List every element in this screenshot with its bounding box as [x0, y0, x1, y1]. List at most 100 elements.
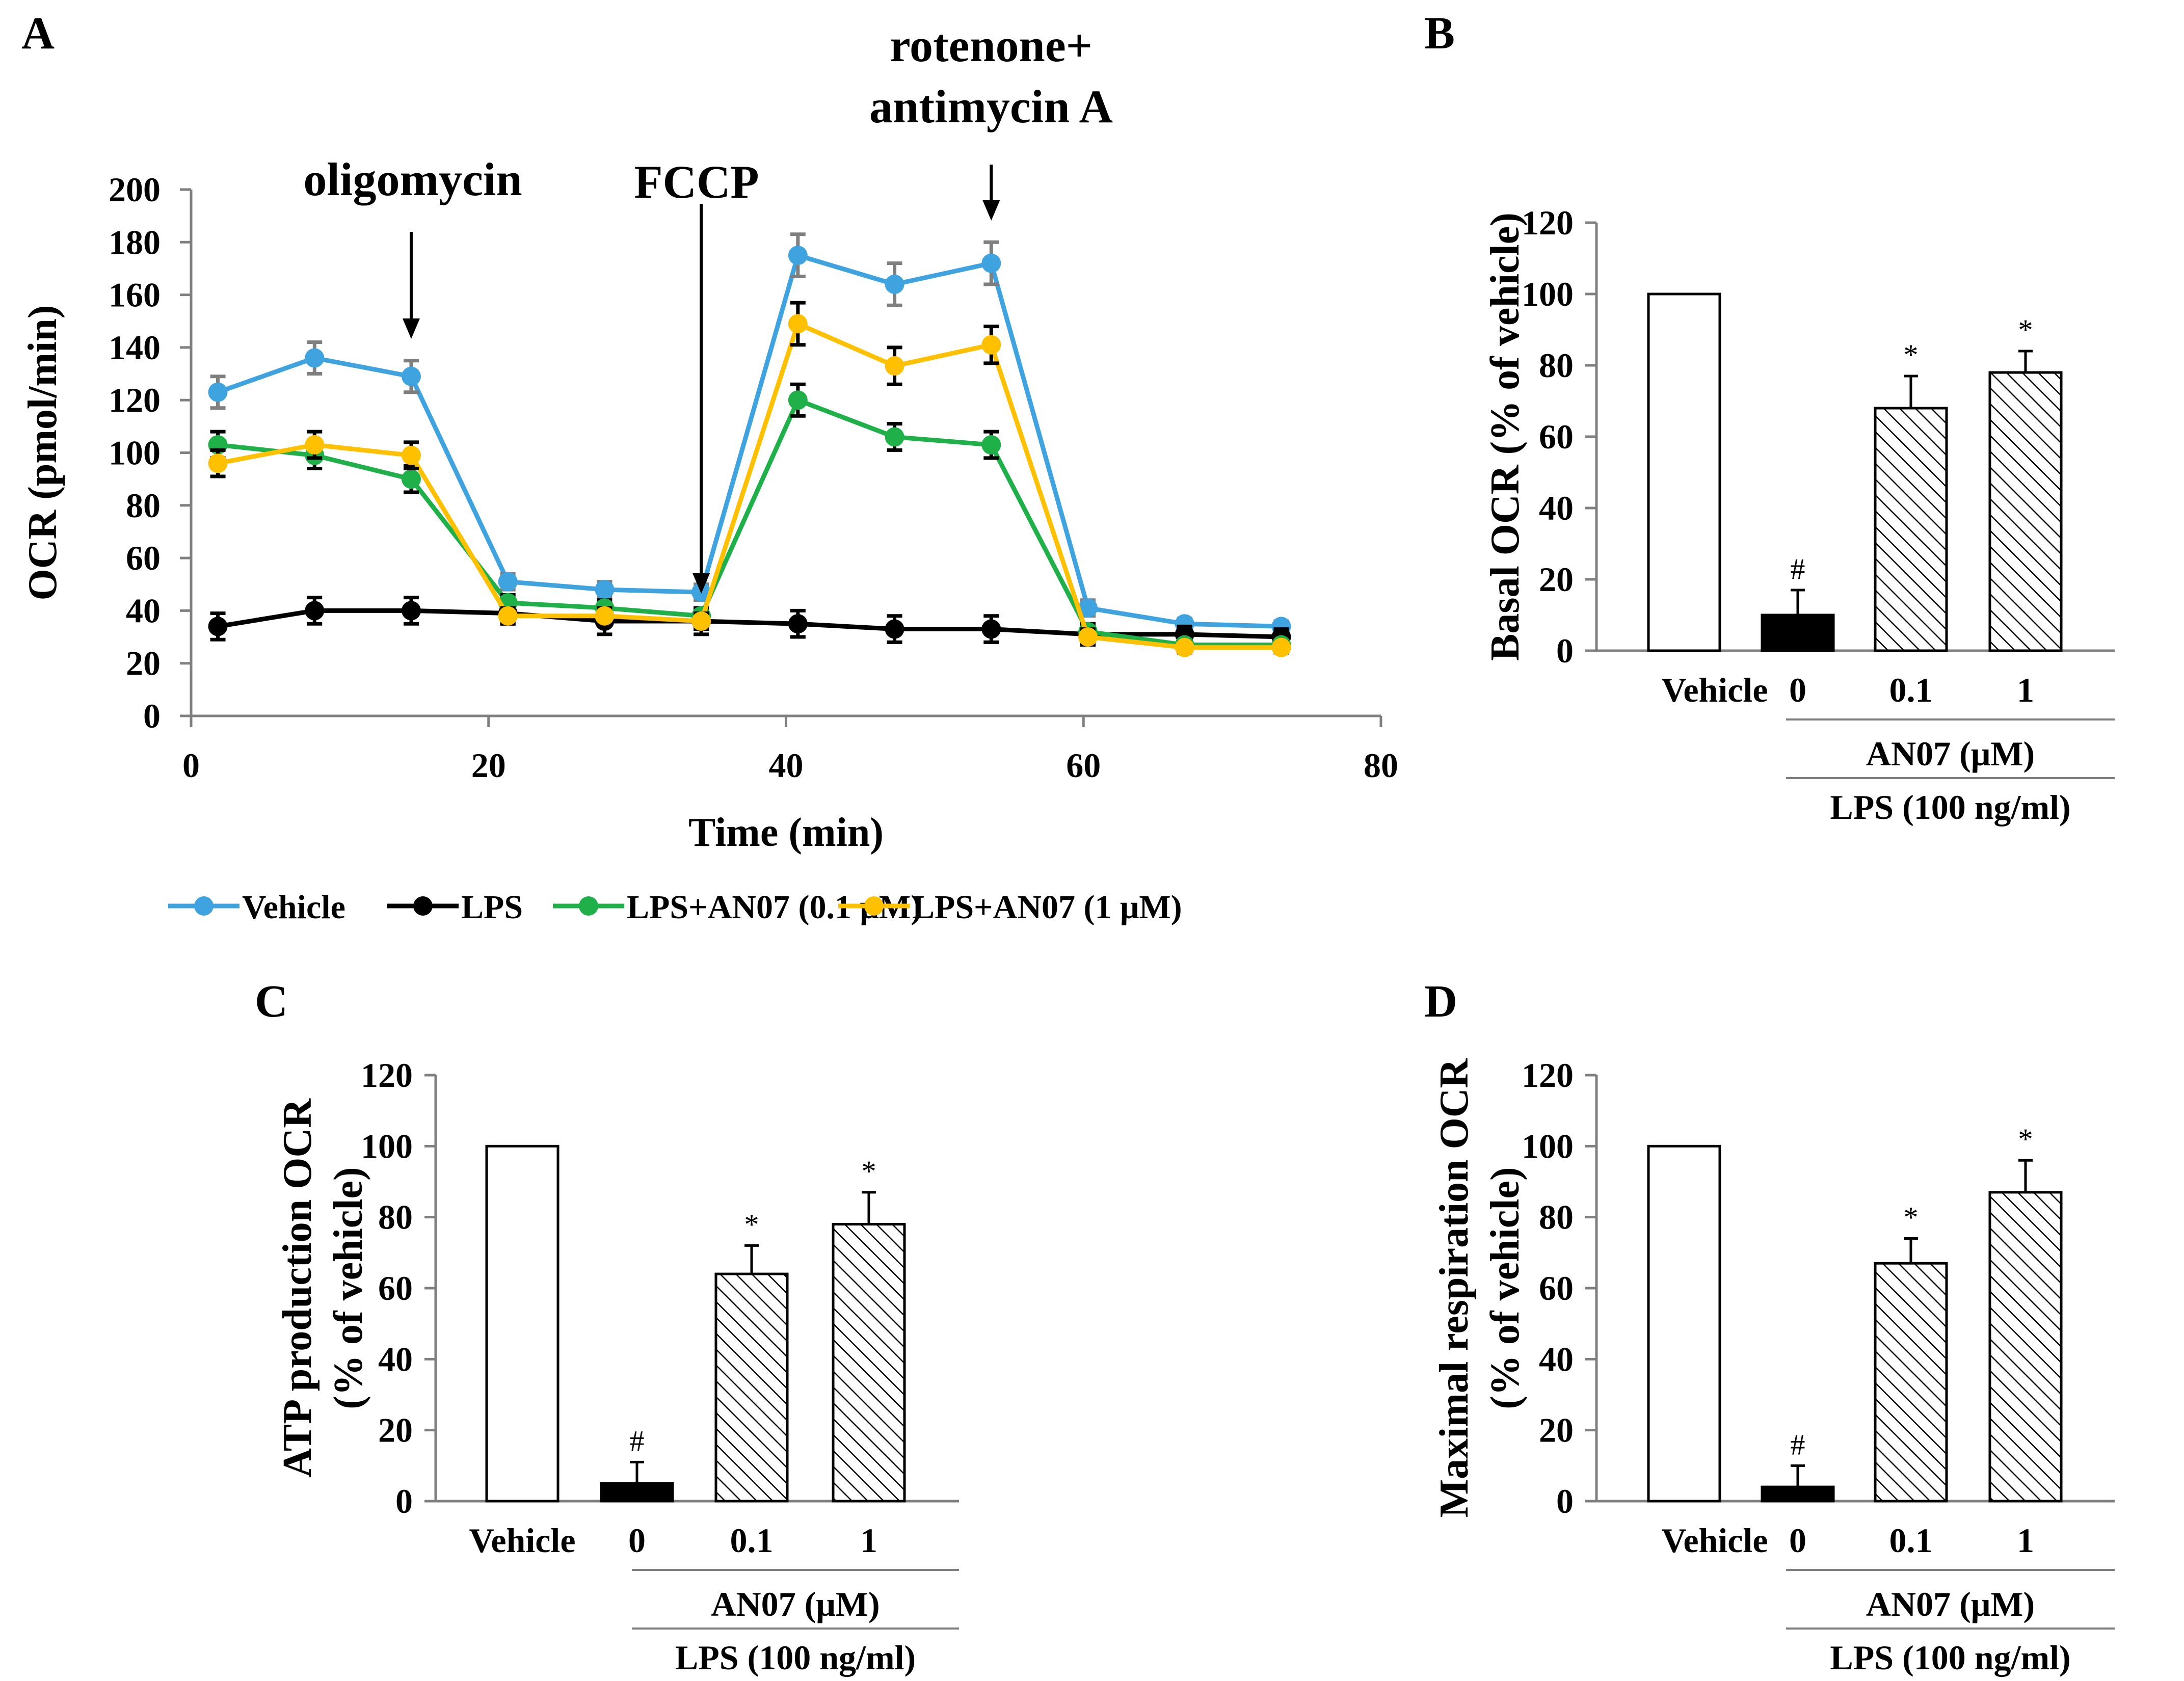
- panel-b-y-tick-label: 80: [1539, 346, 1574, 385]
- panel-a-legend: Vehicle LPS LPS+AN07 (0.1 μM)LPS+AN07 (1 μ…: [168, 889, 1182, 926]
- data-point: [401, 445, 421, 465]
- series-line: [218, 397, 1282, 648]
- panel-c-category-label-1: 0: [628, 1521, 646, 1560]
- panel-d-bar-3: [1988, 1191, 2063, 1503]
- data-point: [691, 611, 711, 631]
- data-point: [498, 572, 518, 592]
- panel-d-sig-mark-2: *: [1904, 1200, 1919, 1234]
- panel-c-bar-2: [714, 1272, 789, 1503]
- panel-c-y-tick-label: 120: [361, 1056, 413, 1095]
- panel-c-y-tick-label: 100: [361, 1127, 413, 1165]
- data-point: [595, 606, 615, 626]
- panel-b-bar-0: [1647, 292, 1721, 652]
- panel-b-y-axis-title: Basal OCR (% of vehicle): [1483, 212, 1528, 661]
- panel-c-bar-3: [832, 1223, 906, 1503]
- panel-a-series-3: [208, 301, 1291, 657]
- data-point: [981, 435, 1001, 455]
- panel-c-bar-1: [600, 1482, 674, 1503]
- arrow-head-rotenone: [982, 200, 1000, 221]
- panel-c-bar-chart: C 0 20 40 60 80 100 120 Vehicle #0 * 0.1 * 1 AN07 (μM)…: [255, 976, 959, 1677]
- annotation-fccp: FCCP: [634, 156, 759, 208]
- panel-d-category-label-1: 0: [1789, 1521, 1806, 1560]
- panel-d-y-tick-label: 40: [1539, 1340, 1574, 1378]
- panel-d-y-tick-label: 120: [1522, 1056, 1574, 1095]
- data-point: [208, 382, 228, 402]
- panel-a-y-tick-label: 160: [109, 276, 161, 314]
- panel-b-y-tick-label: 120: [1522, 203, 1574, 242]
- data-point: [208, 453, 228, 473]
- legend-label: LPS+AN07 (1 μM): [912, 889, 1182, 926]
- panel-d-category-label-3: 1: [2017, 1521, 2034, 1560]
- data-point: [981, 619, 1001, 639]
- panel-c-y-axis-title: ATP production OCR: [275, 1098, 320, 1478]
- panel-d-category-label-2: 0.1: [1889, 1521, 1933, 1560]
- legend-swatch-marker: [864, 896, 884, 916]
- arrow-head-fccp: [693, 573, 710, 594]
- panel-b-sig-mark-2: *: [1904, 338, 1919, 371]
- panel-c-y-axis-title-2: (% of vehicle): [326, 1167, 371, 1409]
- annotation-oligomycin: oligomycin: [303, 153, 522, 205]
- panel-d-y-tick-label: 100: [1522, 1127, 1574, 1165]
- panel-a-y-tick-label: 100: [109, 434, 161, 472]
- data-point: [788, 390, 808, 410]
- panel-c-error-bar-3: [862, 1191, 876, 1224]
- panel-b-error-bar-3: [2018, 350, 2033, 372]
- legend-swatch-marker: [579, 896, 598, 916]
- data-point: [305, 348, 325, 368]
- panel-b-bar-chart: B 0 20 40 60 80 100 120 Vehicle #0 * 0.1 * 1 AN07 (μM)…: [1424, 8, 2115, 826]
- panel-c-bar-0: [485, 1144, 560, 1503]
- data-point: [401, 366, 421, 386]
- panel-b-bar-1: [1761, 613, 1835, 652]
- panel-d-y-tick-label: 20: [1539, 1411, 1574, 1450]
- panel-a-label: A: [21, 8, 55, 59]
- data-point: [1078, 627, 1098, 647]
- data-point: [1078, 598, 1098, 618]
- panel-c-error-bar-2: [744, 1244, 759, 1274]
- panel-d-y-tick-label: 60: [1539, 1269, 1574, 1308]
- panel-b-y-tick-label: 40: [1539, 489, 1574, 527]
- panel-d-group1-label: AN07 (μM): [1866, 1585, 2035, 1623]
- panel-c-error-bar-1: [630, 1460, 644, 1484]
- panel-a-x-tick-label: 20: [471, 746, 506, 785]
- panel-b-sig-mark-3: *: [2018, 313, 2033, 346]
- panel-b-y-tick-label: 0: [1556, 631, 1574, 670]
- panel-a-x-tick-label: 40: [769, 746, 804, 785]
- panel-c-sig-mark-2: *: [744, 1208, 759, 1241]
- panel-b-sig-mark-1: #: [1791, 552, 1805, 585]
- panel-b-category-label-3: 1: [2017, 671, 2034, 709]
- data-point: [981, 335, 1001, 355]
- data-point: [595, 580, 615, 600]
- data-point: [498, 606, 518, 626]
- panel-c-y-tick-label: 20: [378, 1411, 413, 1450]
- panel-a-series-0: [208, 232, 1291, 636]
- data-point: [401, 601, 421, 621]
- data-point: [305, 601, 325, 621]
- panel-a-y-tick-label: 60: [126, 539, 161, 577]
- panel-d-group2-label: LPS (100 ng/ml): [1830, 1638, 2070, 1677]
- panel-c-y-tick-label: 80: [378, 1198, 413, 1237]
- panel-a-y-tick-label: 20: [126, 644, 161, 683]
- panel-d-y-tick-label: 80: [1539, 1198, 1574, 1237]
- panel-a-x-tick-label: 60: [1066, 746, 1101, 785]
- panel-b-bar-2: [1874, 407, 1948, 652]
- panel-d-bar-0: [1647, 1144, 1721, 1503]
- panel-d-error-bar-3: [2018, 1159, 2033, 1192]
- legend-label: LPS: [461, 889, 523, 926]
- legend-swatch-marker: [194, 896, 214, 916]
- panel-c-group1-label: AN07 (μM): [711, 1585, 880, 1623]
- data-point: [1175, 637, 1194, 657]
- panel-d-sig-mark-1: #: [1791, 1428, 1805, 1461]
- arrow-head-oligomycin: [402, 318, 420, 339]
- data-point: [208, 617, 228, 636]
- data-point: [788, 614, 808, 634]
- panel-c-sig-mark-3: *: [862, 1155, 876, 1188]
- panel-d-bar-2: [1874, 1262, 1948, 1503]
- panel-b-group1-label: AN07 (μM): [1866, 734, 2035, 773]
- legend-swatch-marker: [413, 896, 433, 916]
- legend-label: Vehicle: [242, 889, 345, 926]
- data-point: [885, 356, 904, 376]
- panel-a-y-tick-label: 80: [126, 486, 161, 525]
- panel-d-category-label-0: Vehicle: [1661, 1521, 1768, 1560]
- panel-b-y-tick-label: 100: [1522, 275, 1574, 313]
- panel-d-sig-mark-3: *: [2018, 1123, 2033, 1156]
